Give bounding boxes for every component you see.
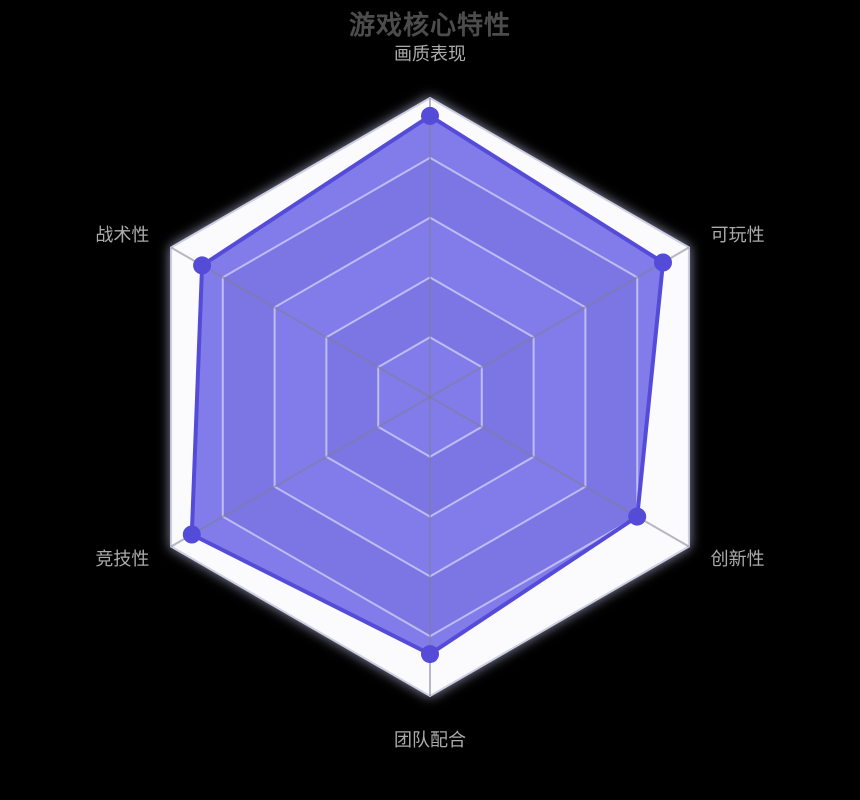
series-area[interactable] — [191, 115, 664, 655]
axis-spoke-2 — [429, 396, 690, 548]
data-point-竞技性[interactable] — [182, 525, 201, 544]
axis-spoke-4 — [170, 396, 431, 548]
data-point-可玩性[interactable] — [654, 253, 672, 272]
data-point-创新性[interactable] — [628, 507, 647, 526]
axis-spoke-5 — [170, 246, 431, 398]
axis-label-2: 创新性 — [710, 549, 765, 569]
axis-label-1: 可玩性 — [710, 225, 765, 245]
axis-label-5: 战术性 — [95, 225, 150, 245]
chart-title: 游戏核心特性 — [348, 10, 511, 40]
data-point-团队配合[interactable] — [421, 645, 439, 664]
data-point-画质表现[interactable] — [421, 106, 439, 125]
axis-label-0: 画质表现 — [394, 44, 466, 64]
axis-label-3: 团队配合 — [394, 730, 466, 750]
axis-spoke-1 — [429, 246, 690, 398]
data-point-战术性[interactable] — [193, 256, 212, 275]
axis-label-4: 竞技性 — [95, 549, 150, 569]
series-group[interactable] — [182, 106, 672, 664]
